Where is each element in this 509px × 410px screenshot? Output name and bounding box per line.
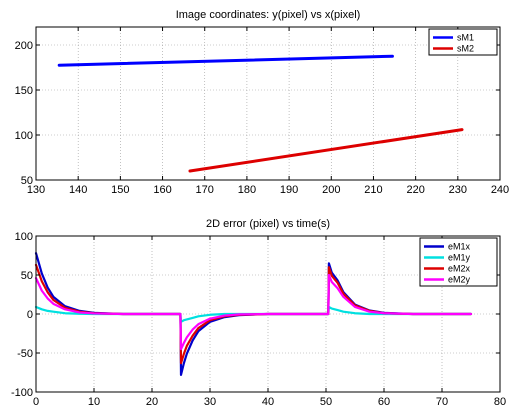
axes-box <box>35 26 501 181</box>
legend-label-sM2: sM2 <box>457 44 474 54</box>
x-tick-label: 230 <box>449 184 467 196</box>
y-tick-label: 200 <box>15 40 33 52</box>
legend-label-eM1x: eM1x <box>448 242 471 252</box>
x-tick-label: 130 <box>27 184 45 196</box>
series-line-sM2 <box>188 128 464 173</box>
y-tick-label: 50 <box>21 175 33 187</box>
x-tick-label: 20 <box>146 396 158 408</box>
series-line-eM2y <box>34 273 473 351</box>
x-tick-label: 140 <box>69 184 87 196</box>
y-tick-label: 50 <box>21 270 33 282</box>
chart-title: 2D error (pixel) vs time(s) <box>206 218 330 230</box>
chart-title: Image coordinates: y(pixel) vs x(pixel) <box>176 9 361 21</box>
y-tick-label: 0 <box>27 309 33 321</box>
bottom-chart-error: 2D error (pixel) vs time(s) 0 10 20 30 40 50 60… <box>11 218 506 408</box>
x-tick-label: 210 <box>364 184 382 196</box>
x-tick-label: 80 <box>494 396 506 408</box>
series-line-sM1 <box>57 54 394 67</box>
x-tick-label: 30 <box>204 396 216 408</box>
x-tick-label: 190 <box>280 184 298 196</box>
legend-label-eM1y: eM1y <box>448 253 471 263</box>
top-chart-coordinates: Image coordinates: y(pixel) vs x(pixel) 1… <box>15 9 509 196</box>
x-tick-label: 50 <box>320 396 332 408</box>
x-tick-label: 70 <box>436 396 448 408</box>
x-tick-label: 170 <box>196 184 214 196</box>
legend-label-sM1: sM1 <box>457 33 474 43</box>
y-tick-label: -100 <box>11 387 33 399</box>
plot-area <box>36 27 500 180</box>
legend-box <box>428 28 498 56</box>
x-tick-label: 40 <box>262 396 274 408</box>
legend-label-eM2x: eM2x <box>448 264 471 274</box>
x-tick-label: 240 <box>491 184 509 196</box>
x-tick-label: 150 <box>111 184 129 196</box>
x-tick-label: 10 <box>88 396 100 408</box>
y-tick-label: 150 <box>15 85 33 97</box>
x-tick-label: 0 <box>33 396 39 408</box>
x-tick-label: 200 <box>322 184 340 196</box>
series-line-eM2x <box>34 263 473 365</box>
y-tick-label: 100 <box>15 231 33 243</box>
series-line-eM1y <box>34 305 473 323</box>
y-tick-label: -50 <box>17 348 33 360</box>
legend-label-eM2y: eM2y <box>448 275 471 285</box>
x-tick-label: 220 <box>406 184 424 196</box>
y-tick-label: 100 <box>15 130 33 142</box>
x-tick-label: 180 <box>238 184 256 196</box>
x-tick-label: 60 <box>378 396 390 408</box>
x-tick-label: 160 <box>153 184 171 196</box>
